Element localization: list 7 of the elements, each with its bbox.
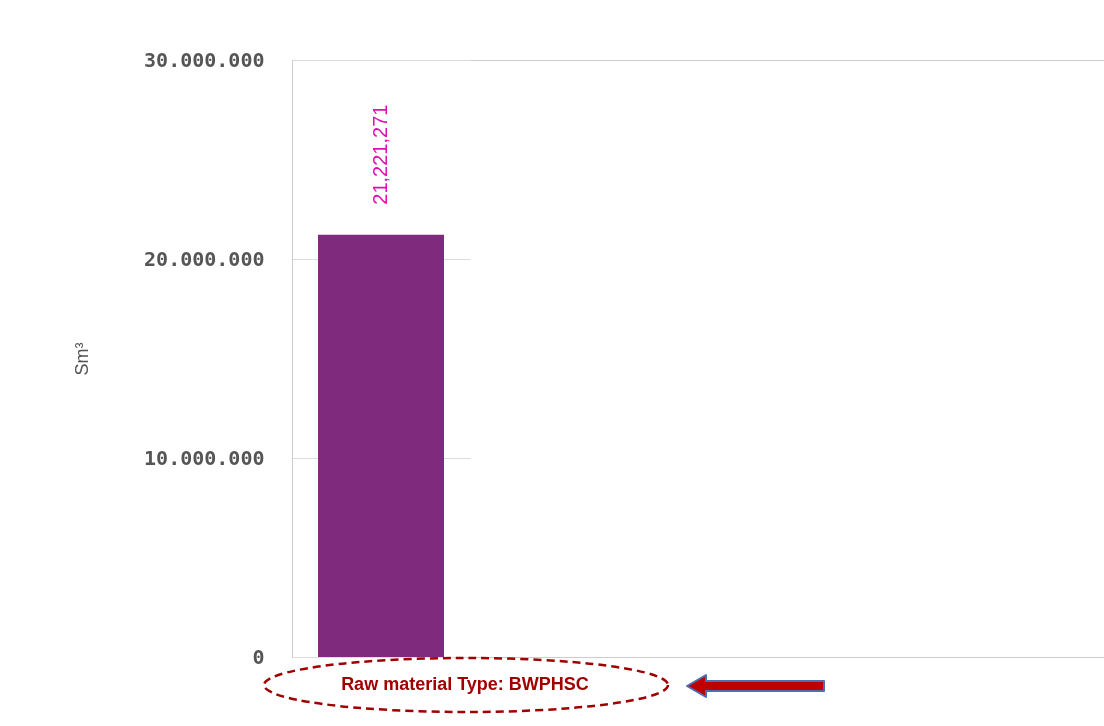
data-label: 21,221,271 bbox=[369, 104, 391, 205]
y-axis-title: Sm³ bbox=[72, 342, 93, 376]
y-tick-label: 20.000.000 bbox=[144, 246, 265, 271]
y-tick-label: 0 bbox=[252, 644, 265, 669]
y-tick-label: 10.000.000 bbox=[144, 445, 265, 470]
y-tick-label: 30.000.000 bbox=[144, 47, 265, 72]
text: Raw material Type: BWPHSC bbox=[340, 673, 590, 696]
